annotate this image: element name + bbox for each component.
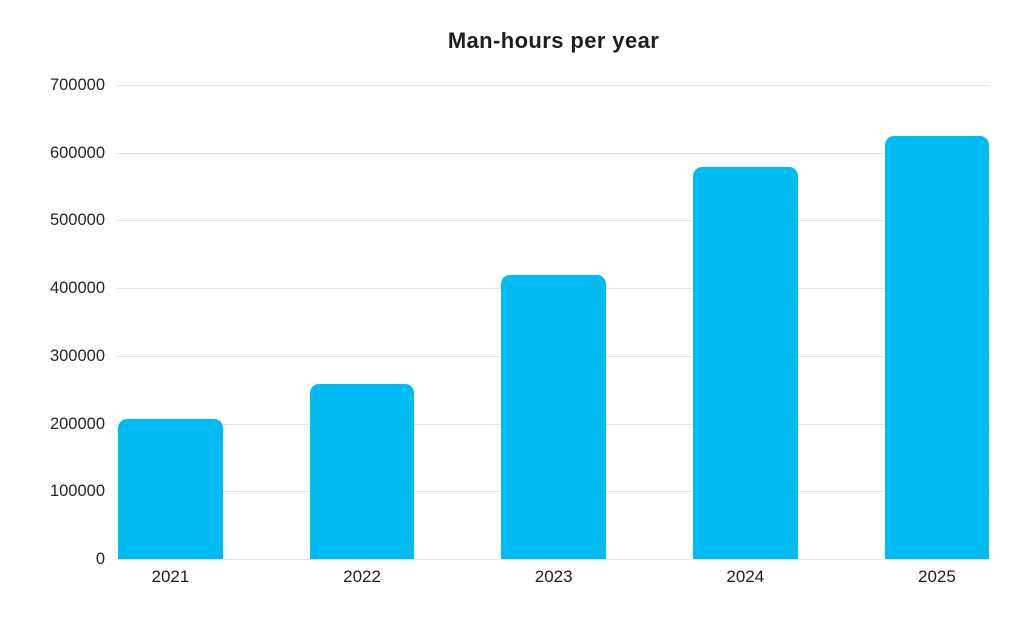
y-axis-tick-label: 0 (95, 550, 105, 568)
gridline-y-0 (117, 559, 990, 560)
bar-2023 (501, 275, 607, 559)
x-axis-tick-label-2022: 2022 (343, 567, 381, 586)
y-axis-tick-label: 200000 (49, 414, 105, 433)
chart-title: Man-hours per year (447, 28, 660, 53)
x-axis-tick-label-2023: 2023 (534, 567, 573, 586)
x-axis-tick-label-2025: 2025 (917, 567, 956, 586)
y-axis-tick-label: 600000 (49, 143, 105, 162)
y-axis-tick-label: 300000 (49, 346, 105, 365)
bar-2021 (118, 418, 223, 559)
y-axis-tick-label: 100000 (49, 482, 105, 501)
bar-2024 (692, 166, 798, 559)
bar-2022 (309, 384, 415, 559)
gridline-y-500000 (117, 220, 990, 222)
y-axis-tick-label: 400000 (49, 279, 105, 298)
y-axis-tick-label: 700000 (49, 76, 105, 94)
x-axis-tick-label-2024: 2024 (726, 567, 765, 586)
gridline-y-700000 (117, 85, 990, 86)
gridline-y-600000 (117, 152, 990, 154)
bar-2025 (884, 135, 990, 559)
y-axis-tick-label: 500000 (49, 211, 105, 230)
plot-area (117, 85, 990, 560)
x-axis-tick-label-2021: 2021 (151, 567, 190, 586)
